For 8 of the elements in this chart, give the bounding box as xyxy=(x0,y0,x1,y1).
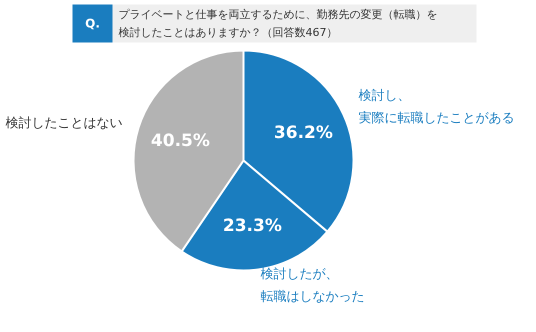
text: Q. xyxy=(85,16,100,30)
data-label: 23.3% xyxy=(222,216,282,236)
slice-label: 検討したことはない xyxy=(6,116,123,131)
slice-label: 検討したが、転職はしなかった xyxy=(260,267,365,305)
slice-label: 検討し、実際に転職したことがある xyxy=(358,88,514,126)
chart-title: プライベートと仕事を両立するために、勤務先の変更（転職）を検討したことはありますか？（回答数467） xyxy=(118,8,438,40)
data-label: 40.5% xyxy=(150,131,210,152)
data-label: 36.2% xyxy=(274,122,333,143)
